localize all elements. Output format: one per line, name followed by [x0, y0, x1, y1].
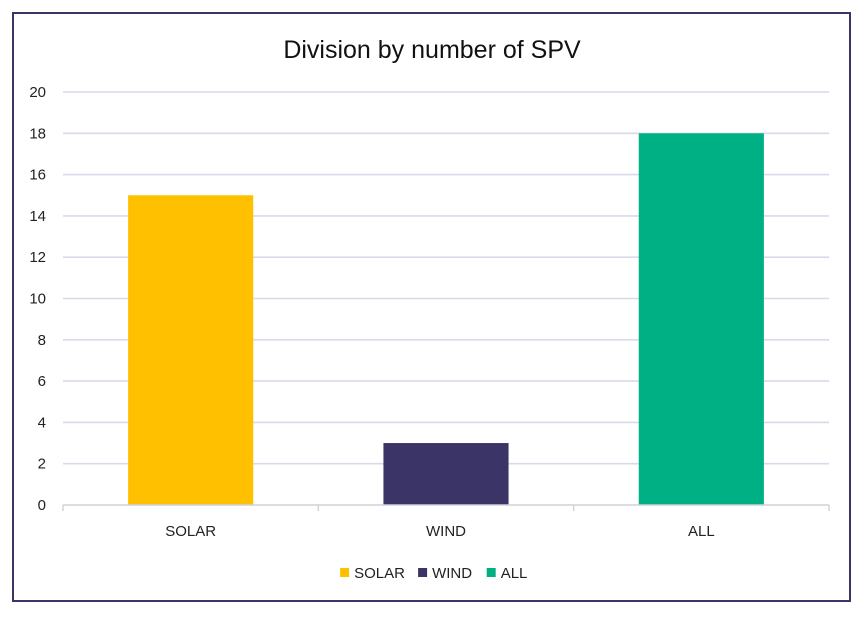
y-tick-label: 8 [38, 332, 46, 349]
y-tick-label: 2 [38, 456, 46, 473]
y-tick-label: 20 [29, 84, 46, 101]
chart-title: Division by number of SPV [283, 36, 581, 64]
y-tick-label: 10 [29, 291, 46, 308]
x-category-label: WIND [426, 523, 466, 540]
x-axis [62, 504, 830, 511]
legend-label: WIND [432, 565, 472, 582]
y-tick-label: 4 [38, 414, 46, 431]
x-category-label: SOLAR [165, 523, 216, 540]
y-tick-label: 0 [38, 497, 46, 514]
x-category-label: ALL [688, 523, 715, 540]
x-axis-categories: SOLAR WIND ALL [165, 523, 714, 540]
legend-swatch-solar [340, 568, 350, 577]
bar-wind [383, 443, 509, 505]
legend-swatch-wind [418, 568, 428, 577]
legend-label: ALL [501, 565, 528, 582]
bars [128, 133, 764, 506]
legend: SOLAR WIND ALL [340, 565, 527, 582]
bar-all [638, 133, 764, 506]
y-tick-label: 18 [29, 125, 46, 142]
y-tick-label: 12 [29, 249, 46, 266]
y-tick-label: 16 [29, 167, 46, 184]
y-tick-label: 6 [38, 373, 46, 390]
bar-solar [128, 195, 254, 505]
legend-swatch-all [486, 568, 496, 577]
legend-label: SOLAR [354, 565, 405, 582]
y-tick-label: 14 [29, 208, 46, 225]
y-axis-ticks: 0 2 4 6 8 10 12 14 16 18 20 [29, 84, 46, 514]
